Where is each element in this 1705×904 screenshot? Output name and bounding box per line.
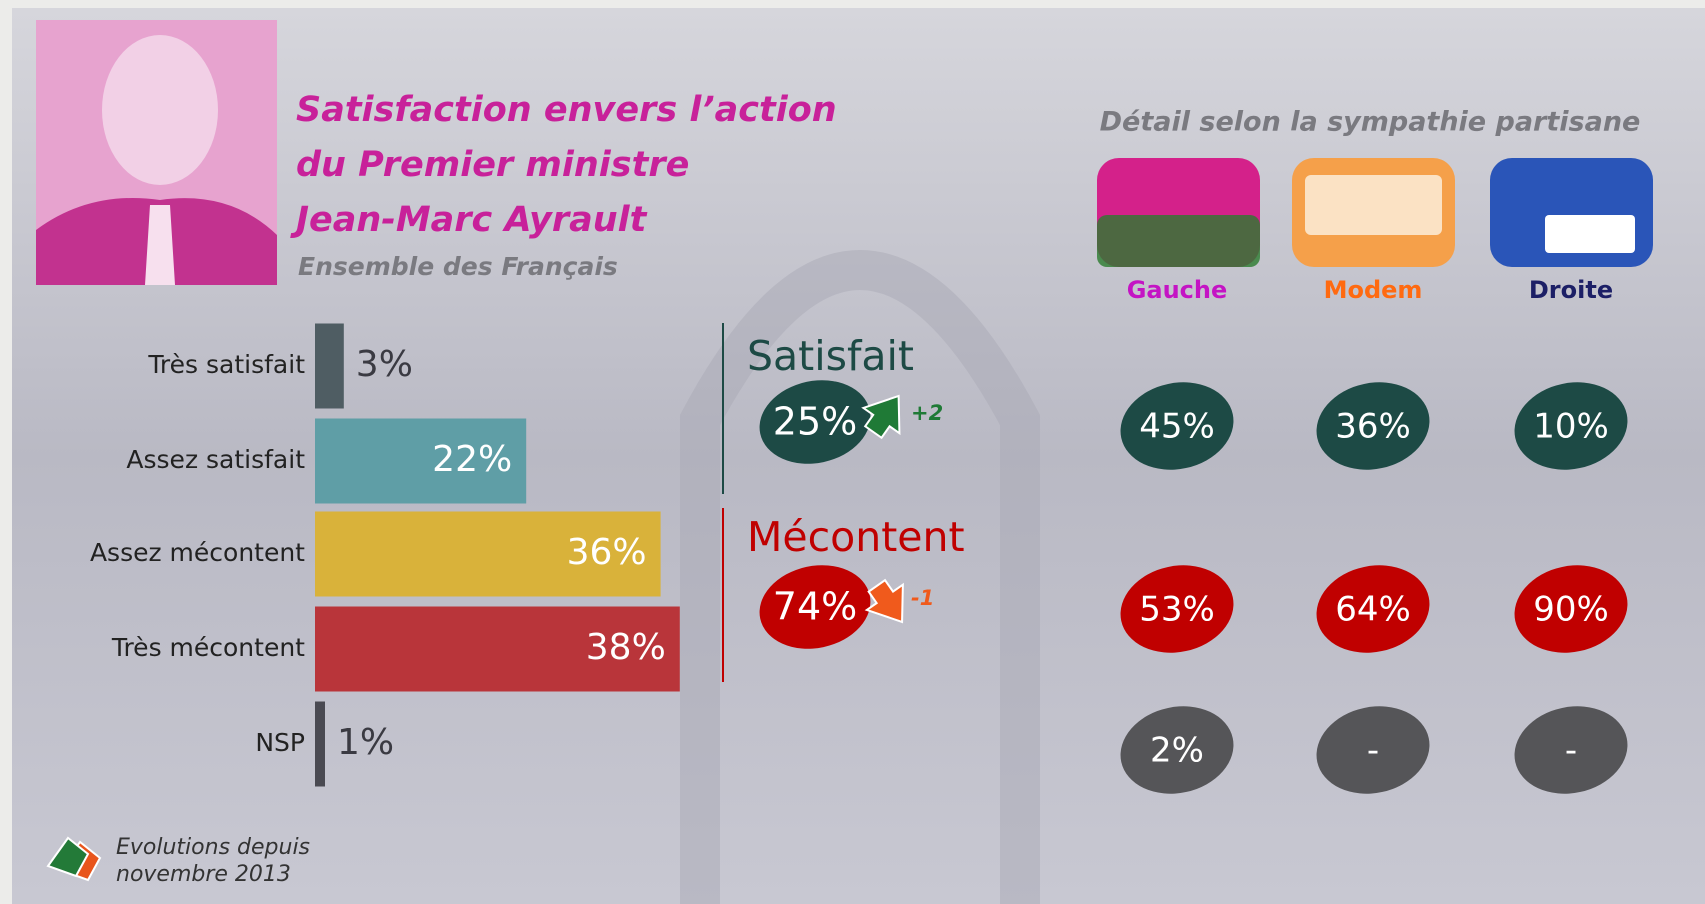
party-ellipse xyxy=(1514,382,1628,470)
legend-text: novembre 2013 xyxy=(116,862,291,887)
value-label: 36% xyxy=(567,532,647,573)
value-label: 38% xyxy=(586,627,666,668)
change-label: +2 xyxy=(911,401,943,425)
change-arrow xyxy=(864,578,904,624)
party-value: 45% xyxy=(1139,407,1215,447)
bar xyxy=(315,511,661,597)
party-label: Droite xyxy=(1529,276,1613,304)
category-label: Très mécontent xyxy=(111,633,305,662)
category-label: Assez satisfait xyxy=(126,445,305,474)
party-value: - xyxy=(1367,731,1379,771)
bar xyxy=(315,418,527,504)
party-ellipse xyxy=(1316,382,1430,470)
category-label: Très satisfait xyxy=(147,350,305,379)
party-value: 10% xyxy=(1533,407,1609,447)
breakdown-title: Détail selon la sympathie partisane xyxy=(1100,107,1641,138)
bar xyxy=(315,701,325,787)
legend-icon xyxy=(46,836,102,882)
bar xyxy=(315,323,344,409)
title-line: Satisfaction envers l’action xyxy=(296,90,837,130)
party-value: 64% xyxy=(1335,590,1411,630)
party-ellipse xyxy=(1120,565,1234,653)
subtitle: Ensemble des Français xyxy=(298,252,618,281)
party-label: Gauche xyxy=(1127,276,1228,304)
bar xyxy=(315,606,680,692)
party-value: 90% xyxy=(1533,590,1609,630)
group-value: 74% xyxy=(773,585,857,629)
arch xyxy=(680,250,1040,904)
group-ellipse xyxy=(759,565,871,649)
party-ellipse xyxy=(1120,382,1234,470)
party-ellipse xyxy=(1316,565,1430,653)
category-label: Assez mécontent xyxy=(90,538,305,567)
category-label: NSP xyxy=(255,728,305,757)
title-line: du Premier ministre xyxy=(296,145,689,185)
party-value: 2% xyxy=(1150,731,1204,771)
group-ellipse xyxy=(759,380,871,464)
value-label: 22% xyxy=(432,439,512,480)
party-ellipse xyxy=(1514,565,1628,653)
party-ellipse xyxy=(1316,706,1430,794)
legend-text: Evolutions depuis xyxy=(116,835,310,860)
title-line: Jean-Marc Ayrault xyxy=(290,200,648,240)
value-label: 1% xyxy=(337,722,394,763)
change-label: -1 xyxy=(911,586,934,610)
party-ellipse xyxy=(1514,706,1628,794)
party-value: 53% xyxy=(1139,590,1215,630)
change-arrow xyxy=(861,394,901,440)
group-value: 25% xyxy=(773,400,857,444)
party-label: Modem xyxy=(1324,276,1423,304)
value-label: 3% xyxy=(356,344,413,385)
group-label: Satisfait xyxy=(747,332,914,380)
party-ellipse xyxy=(1120,706,1234,794)
group-label: Mécontent xyxy=(747,513,965,561)
portrait xyxy=(36,20,277,285)
party-value: 36% xyxy=(1335,407,1411,447)
party-value: - xyxy=(1565,731,1577,771)
party-logos xyxy=(1097,158,1653,267)
